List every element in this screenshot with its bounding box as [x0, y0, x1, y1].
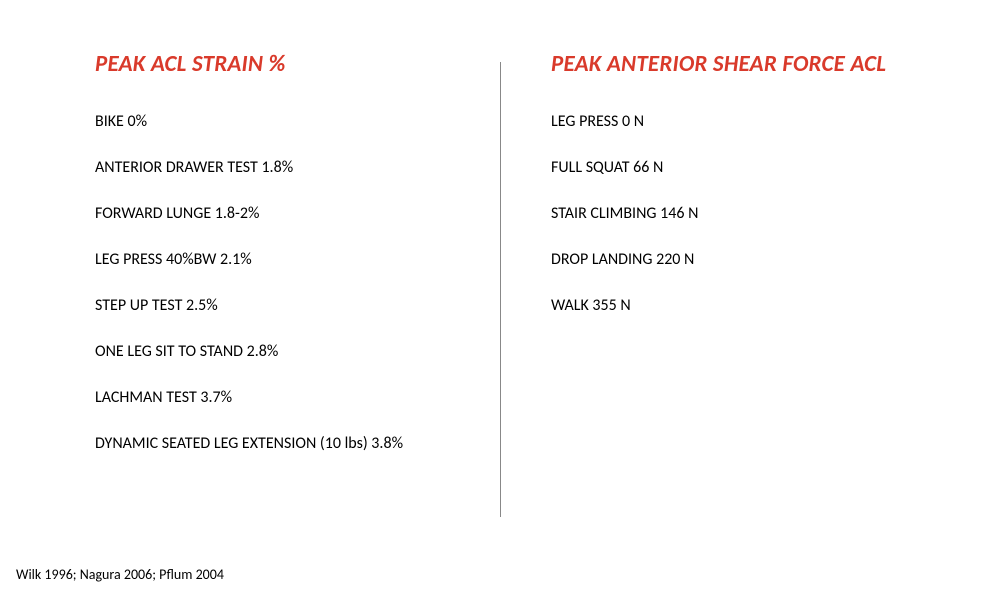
list-item: STAIR CLIMBING 146 N	[551, 204, 957, 224]
list-item: DYNAMIC SEATED LEG EXTENSION (10 lbs) 3.…	[95, 434, 460, 454]
left-column: PEAK ACL STRAIN % BIKE 0% ANTERIOR DRAWE…	[0, 50, 500, 517]
list-item: FULL SQUAT 66 N	[551, 158, 957, 178]
list-item: STEP UP TEST 2.5%	[95, 296, 460, 316]
list-item: WALK 355 N	[551, 296, 957, 316]
citation-text: Wilk 1996; Nagura 2006; Pflum 2004	[16, 566, 224, 583]
slide-content: PEAK ACL STRAIN % BIKE 0% ANTERIOR DRAWE…	[0, 0, 997, 517]
list-item: LACHMAN TEST 3.7%	[95, 388, 460, 408]
left-heading: PEAK ACL STRAIN %	[95, 50, 460, 78]
right-column: PEAK ANTERIOR SHEAR FORCE ACL LEG PRESS …	[501, 50, 997, 517]
list-item: ONE LEG SIT TO STAND 2.8%	[95, 342, 460, 362]
list-item: FORWARD LUNGE 1.8-2%	[95, 204, 460, 224]
right-heading: PEAK ANTERIOR SHEAR FORCE ACL	[551, 50, 957, 78]
list-item: LEG PRESS 40%BW 2.1%	[95, 250, 460, 270]
list-item: ANTERIOR DRAWER TEST 1.8%	[95, 158, 460, 178]
list-item: DROP LANDING 220 N	[551, 250, 957, 270]
list-item: BIKE 0%	[95, 112, 460, 132]
list-item: LEG PRESS 0 N	[551, 112, 957, 132]
